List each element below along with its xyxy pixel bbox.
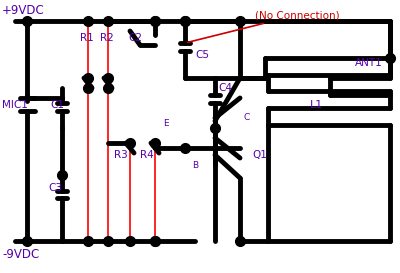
- Text: C2: C2: [128, 33, 142, 43]
- Text: C5: C5: [195, 50, 209, 60]
- Text: C4: C4: [218, 83, 232, 93]
- Text: C: C: [243, 114, 249, 123]
- Text: +9VDC: +9VDC: [2, 4, 45, 16]
- Text: C3: C3: [48, 183, 62, 193]
- Text: C1: C1: [50, 100, 64, 110]
- Text: MIC1: MIC1: [2, 100, 28, 110]
- Text: (No Connection): (No Connection): [188, 10, 340, 42]
- Text: R1: R1: [80, 33, 94, 43]
- Text: R4: R4: [140, 150, 154, 160]
- Text: R3: R3: [114, 150, 128, 160]
- Text: E: E: [163, 118, 169, 127]
- Text: ANT1: ANT1: [355, 58, 383, 68]
- Text: B: B: [192, 161, 198, 170]
- Text: Q1: Q1: [252, 150, 267, 160]
- Text: L1: L1: [310, 100, 323, 110]
- Text: R2: R2: [100, 33, 114, 43]
- Text: -9VDC: -9VDC: [2, 248, 39, 262]
